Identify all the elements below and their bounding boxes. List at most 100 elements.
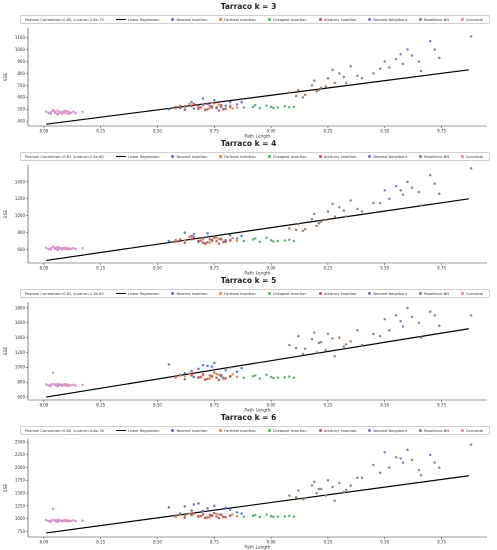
point-concorde [51,245,55,248]
point-nearest-insertion [219,105,223,109]
point-repetitive-nn [315,491,318,495]
point-arbitrary-insertion [192,102,196,106]
point-arbitrary-insertion [215,106,218,110]
point-repetitive-nn [333,215,337,218]
point-cheapest-insertion [288,514,291,518]
point-concorde [51,108,55,112]
legend-label: Concorde [465,291,483,296]
point-arbitrary-insertion [197,515,200,518]
point-arbitrary-insertion [222,515,225,519]
point-concorde [58,246,62,250]
x-tick-label: 9.75 [437,540,446,545]
point-nearest-neighbour [372,463,375,467]
point-arbitrary-insertion [199,239,202,242]
point-cheapest-insertion [253,103,257,107]
point-nearest-insertion [206,232,209,235]
point-repetitive-nn [310,217,314,221]
point-nearest-insertion [183,372,187,375]
y-tick-label: 600 [17,95,25,100]
point-arbitrary-insertion [203,108,207,112]
point-repetitive-nn [338,72,341,75]
point-nearest-insertion [213,99,216,102]
point-nearest-neighbour [469,314,473,317]
point-nearest-neighbour [401,193,405,196]
legend-label: Arbitrary Insertion [323,154,357,159]
legend-dot-swatch [318,292,322,295]
point-concorde [44,110,48,113]
point-repetitive-nn [344,488,348,492]
y-tick-label: 1400 [15,179,26,184]
point-repetitive-nn [326,479,330,482]
point-cheapest-insertion [258,106,262,110]
point-cheapest-insertion [253,374,257,377]
point-repetitive-nn [288,494,291,497]
point-nearest-neighbour [428,310,432,313]
legend-item: Nearest Neighbour [368,292,407,296]
point-arbitrary-insertion [203,241,207,245]
point-repetitive-nn [331,485,334,489]
y-tick-label: 1800 [15,305,26,310]
point-repetitive-nn [301,352,305,356]
y-tick-label: 2250 [15,452,26,457]
point-cheapest-insertion [265,236,268,239]
point-arbitrary-insertion [190,104,193,107]
point-concorde [65,384,68,387]
point-nearest-insertion [190,369,193,373]
point-concorde [60,112,64,115]
point-cheapest-insertion [242,376,246,379]
x-tick-label: 9.75 [437,129,446,134]
legend-dot-swatch [368,155,372,158]
y-tick-label: 600 [17,394,25,399]
point-arbitrary-insertion [192,372,196,375]
point-arbitrary-insertion [228,514,232,518]
x-tick-label: 8.50 [153,266,162,271]
point-concorde [60,383,64,387]
point-cheapest-insertion [242,106,246,109]
point-repetitive-nn [338,336,341,339]
point-arbitrary-insertion [197,376,200,379]
legend-item: Linear Regression [115,292,160,296]
legend-item: Pearson Correlation=0.81, p-value=2.5e-8… [25,155,104,159]
regression-line [46,198,469,262]
point-arbitrary-insertion [213,235,216,239]
legend-label: Linear Regression [127,154,160,159]
point-farthest-insertion [217,237,221,241]
point-arbitrary-insertion [190,374,193,377]
point-farthest-insertion [235,239,239,243]
point-nearest-neighbour [417,190,421,194]
point-cheapest-insertion [292,376,296,379]
point-cheapest-insertion [292,239,296,243]
point-arbitrary-insertion [199,106,202,109]
chart-plot: 8.00 8.25 8.50 8.75 9.00 9.25 9.50 9.75 750 1000 1… [3,439,487,550]
point-cheapest-insertion [269,514,273,518]
y-tick-label: 800 [17,71,25,76]
point-arbitrary-insertion [203,378,207,381]
legend-dot-swatch [419,292,423,295]
point-repetitive-nn [301,497,305,501]
point-repetitive-nn [342,490,346,494]
point-farthest-insertion [217,103,221,106]
point-concorde [81,247,84,250]
legend-item: Nearest Insertion [171,18,207,22]
point-repetitive-nn [315,351,318,354]
point-cheapest-insertion [253,237,257,240]
point-arbitrary-insertion [215,515,218,518]
legend-dot-swatch [318,155,322,158]
x-tick-label: 8.75 [210,403,219,408]
point-nearest-insertion [206,364,209,368]
point-repetitive-nn [303,347,307,351]
point-concorde [65,247,68,251]
legend-label: Arbitrary Insertion [323,17,357,22]
point-repetitive-nn [288,227,291,230]
point-nearest-neighbour [388,197,391,201]
point-nearest-neighbour [388,466,391,469]
point-cheapest-insertion [251,105,255,109]
point-repetitive-nn [324,349,327,352]
point-nearest-neighbour [469,443,473,446]
point-arbitrary-insertion [215,239,218,243]
legend-item: Pearson Correlation=0.80, p-value=4.6e-7… [25,429,104,433]
point-nearest-neighbour [399,457,402,460]
point-arbitrary-insertion [219,103,223,107]
point-repetitive-nn [349,199,352,202]
point-concorde [47,519,50,523]
